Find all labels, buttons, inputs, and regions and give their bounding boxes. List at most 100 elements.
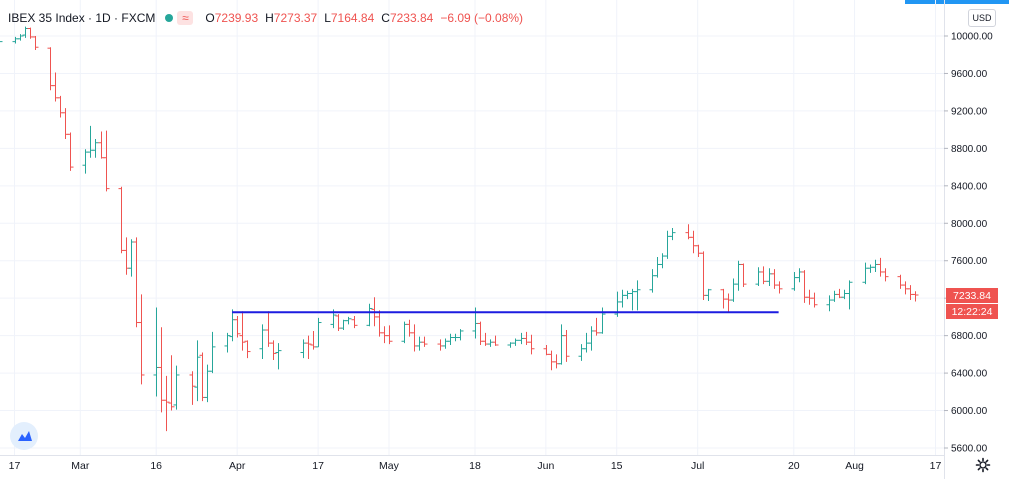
- ohlc-bar: [437, 339, 444, 351]
- ohlc-bar: [867, 264, 874, 273]
- price-tick-label: 6400.00: [951, 369, 988, 380]
- ohlc-bar: [199, 352, 206, 402]
- ohlc-bar: [416, 336, 423, 351]
- ohlc-bar: [98, 131, 105, 159]
- ohlc-bar: [158, 327, 165, 413]
- time-tick-label: Mar: [71, 460, 90, 472]
- ohlc-bar: [897, 274, 904, 289]
- ohlc-bar: [487, 339, 494, 347]
- price-tick-label: 8800.00: [951, 144, 988, 155]
- ohlc-bar: [224, 332, 231, 353]
- time-tick-label: 18: [469, 460, 481, 472]
- ohlc-bar: [553, 354, 560, 369]
- currency-button[interactable]: USD: [968, 9, 996, 27]
- symbol-title[interactable]: IBEX 35 Index · 1D · FXCM: [8, 11, 156, 25]
- market-status-icon: [165, 14, 174, 22]
- ohlc-bar: [239, 311, 246, 351]
- ohlc-bar: [760, 266, 767, 285]
- time-tick-label: 17: [9, 460, 21, 472]
- ohlc-bar: [846, 280, 853, 310]
- ohlc-bar: [523, 331, 530, 345]
- ohlc-bar: [735, 260, 742, 291]
- ohlc-bar: [421, 336, 428, 347]
- ohlc-bar: [406, 319, 413, 337]
- ohlc-bar: [442, 338, 449, 349]
- ohlc-bar: [381, 326, 388, 344]
- ohlc-bar: [725, 293, 732, 313]
- ohlc-bar: [17, 34, 24, 41]
- ohlc-bar: [275, 343, 282, 370]
- ohlc-bar: [634, 280, 641, 311]
- ohlc-bar: [270, 340, 277, 360]
- ohlc-bar: [82, 149, 89, 174]
- ohlc-bar: [831, 290, 838, 302]
- ohlc-bar: [340, 319, 347, 331]
- ohlc-bar: [351, 315, 358, 329]
- ohlc-bar: [123, 237, 130, 275]
- ohlc-bar: [872, 259, 879, 272]
- ohlc-bar: [244, 340, 251, 359]
- ohlc-bar: [512, 338, 519, 346]
- last-price-badge: 7233.84: [946, 288, 998, 303]
- ohlc-bar: [133, 237, 140, 328]
- ohlc-bar: [168, 355, 175, 411]
- time-tick-label: 15: [611, 460, 623, 472]
- ohlc-bar: [669, 227, 676, 241]
- ohlc-bar: [558, 324, 565, 365]
- ohlc-bar: [862, 262, 869, 285]
- ohlc-bar: [705, 288, 712, 301]
- price-tick-label: 9600.00: [951, 69, 988, 80]
- time-tick-label: 17: [312, 460, 324, 472]
- ohlc-bar: [588, 326, 595, 351]
- ohlc-bar: [138, 294, 145, 385]
- time-axis-labels: 17 Mar 16 Apr 17 May 18 Jun 15 Jul 20 Aug 17: [9, 460, 942, 472]
- ohlc-bar: [204, 364, 211, 403]
- ohlc-bar: [229, 309, 236, 342]
- ohlc-bar: [265, 311, 272, 347]
- ohlc-bar: [700, 251, 707, 301]
- ohlc-bar: [52, 72, 59, 102]
- time-tick-label: Aug: [845, 460, 864, 472]
- price-tick-label: 8000.00: [951, 219, 988, 230]
- ohlc-bar: [173, 365, 180, 410]
- ohlc-bar: [543, 345, 550, 356]
- ohlc-bar: [386, 325, 393, 345]
- price-bars: [0, 26, 919, 432]
- ohlc-bar: [791, 271, 798, 291]
- ohlc-bar: [103, 130, 110, 192]
- high-value: H7273.37: [265, 11, 318, 25]
- top-accent-bar: [905, 0, 1009, 4]
- ohlc-bar: [695, 244, 702, 257]
- ohlc-bar: [776, 281, 783, 294]
- ohlc-bar: [189, 371, 196, 405]
- ohlc-bar: [457, 329, 464, 341]
- countdown-text: 12:22:24: [952, 306, 993, 318]
- ohlc-bar: [315, 317, 322, 348]
- ohlc-bar: [259, 324, 266, 360]
- wavy-lines-icon[interactable]: ≈: [177, 11, 194, 25]
- tradingview-logo-icon[interactable]: [10, 422, 38, 450]
- ohlc-bar: [902, 281, 909, 295]
- ohlc-bar: [92, 139, 99, 158]
- price-axis-labels: 10000.00 9600.00 9200.00 8800.00 8400.00 8000…: [944, 32, 993, 455]
- ohlc-bar: [32, 36, 39, 51]
- ohlc-bar: [345, 316, 352, 325]
- gear-icon[interactable]: [975, 457, 991, 473]
- ohlc-bar: [654, 256, 661, 278]
- ohlc-bar: [366, 303, 373, 327]
- ohlc-bar: [690, 230, 697, 254]
- price-tick-label: 9200.00: [951, 106, 988, 117]
- ohlc-bar: [740, 263, 747, 287]
- ohlc-bar: [563, 330, 570, 362]
- ohlc-bar: [0, 41, 3, 43]
- ohlc-bar: [912, 291, 919, 302]
- ohlc-bar: [796, 268, 803, 283]
- ohlc-bar: [882, 268, 889, 282]
- ohlc-bar: [163, 375, 170, 432]
- ohlc-bar: [649, 269, 656, 293]
- ohlc-bar: [548, 350, 555, 371]
- countdown-badge: 12:22:24: [946, 304, 998, 319]
- grid-lines: [0, 0, 944, 455]
- ohlc-bar: [300, 339, 307, 359]
